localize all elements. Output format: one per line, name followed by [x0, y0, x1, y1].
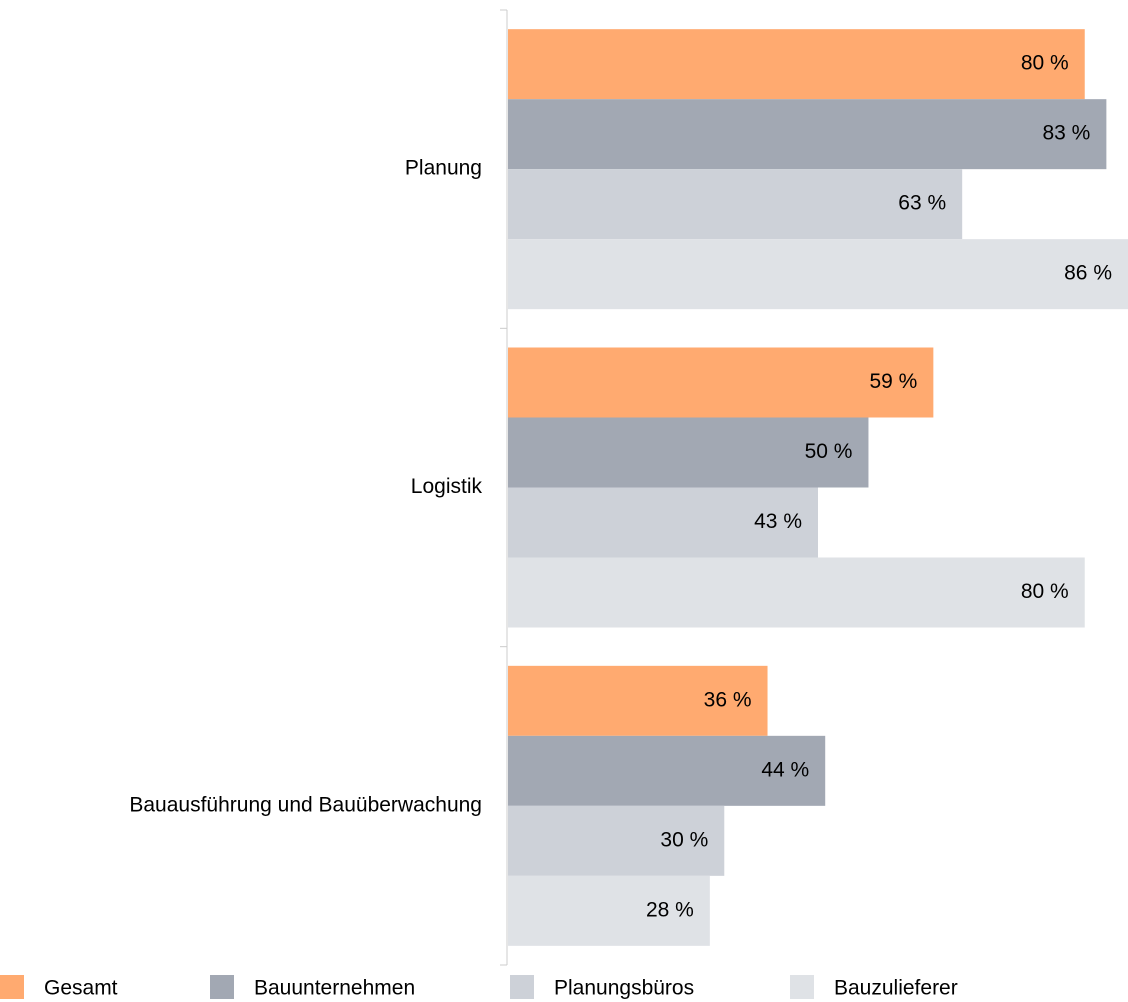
bar [508, 29, 1085, 100]
bar [508, 875, 710, 946]
bar [508, 99, 1107, 170]
value-label: 30 % [660, 828, 708, 851]
value-label: 36 % [704, 688, 752, 711]
value-label: 80 % [1021, 52, 1069, 75]
legend-swatch [210, 975, 234, 999]
bar [508, 417, 869, 488]
legend-label: Bauzulieferer [834, 977, 958, 1000]
bar [508, 169, 963, 240]
legend-swatch [510, 975, 534, 999]
legend-label: Bauunternehmen [254, 977, 415, 1000]
bar [508, 557, 1085, 628]
legend-label: Gesamt [44, 977, 118, 1000]
value-label: 83 % [1042, 122, 1090, 145]
value-label: 44 % [761, 758, 809, 781]
value-label: 43 % [754, 510, 802, 533]
value-label: 59 % [869, 370, 917, 393]
legend-swatch [0, 975, 24, 999]
value-label: 50 % [805, 440, 853, 463]
bar [508, 735, 826, 806]
category-label: Bauausführung und Bauüberwachung [129, 793, 482, 816]
bar [508, 239, 1128, 310]
bar [508, 347, 934, 418]
legend-label: Planungsbüros [554, 977, 694, 1000]
value-label: 80 % [1021, 580, 1069, 603]
legend-swatch [790, 975, 814, 999]
value-label: 28 % [646, 898, 694, 921]
bar [508, 665, 768, 736]
value-label: 86 % [1064, 262, 1112, 285]
value-label: 63 % [898, 192, 946, 215]
category-label: Logistik [411, 475, 483, 498]
category-label: Planung [405, 157, 482, 180]
bar [508, 487, 818, 558]
bar [508, 805, 725, 876]
